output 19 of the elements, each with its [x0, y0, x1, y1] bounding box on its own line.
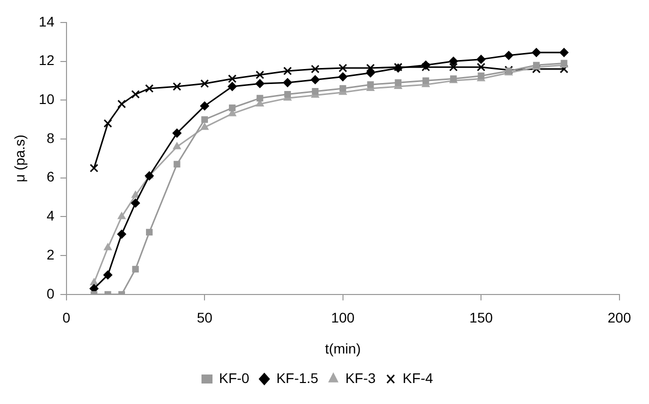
y-tick-label: 4 [46, 208, 55, 224]
x-tick-label: 100 [331, 310, 355, 326]
x-tick-label: 150 [469, 310, 493, 326]
legend-label: KF-3 [345, 370, 376, 386]
legend-label: KF-1.5 [276, 370, 319, 386]
x-axis-title: t(min) [324, 340, 361, 356]
y-tick-label: 10 [38, 90, 55, 107]
y-tick-label: 2 [46, 246, 55, 262]
x-tick-label: 0 [62, 310, 70, 326]
x-tick-label: 200 [608, 310, 632, 326]
y-axis-title: μ (pa.s) [11, 134, 28, 182]
y-tick-label: 0 [46, 285, 55, 302]
y-tick-label: 12 [38, 52, 55, 68]
y-tick-label: 14 [38, 13, 55, 30]
x-tick-label: 50 [196, 310, 213, 326]
legend-label: KF-0 [218, 370, 250, 386]
y-tick-label: 6 [46, 168, 55, 185]
y-tick-label: 8 [46, 130, 55, 146]
legend-label: KF-4 [402, 370, 434, 386]
